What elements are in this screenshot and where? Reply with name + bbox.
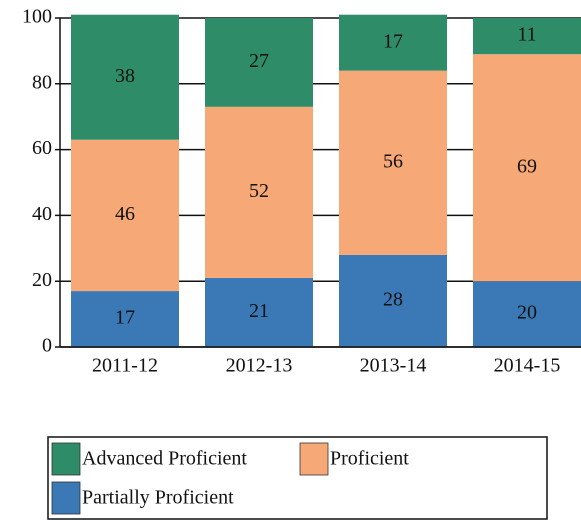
- bar-segment: [205, 18, 313, 107]
- legend-label: Proficient: [330, 448, 409, 470]
- data-label: 38: [115, 65, 135, 87]
- legend-swatch: [299, 442, 329, 476]
- legend-swatch: [51, 481, 81, 515]
- legend-box: [47, 436, 548, 520]
- y-tick-label: 40: [32, 203, 52, 225]
- legend-label: Partially Proficient: [82, 487, 234, 509]
- x-tick-label: 2011-12: [92, 355, 158, 377]
- y-tick-label: 60: [32, 137, 52, 159]
- bar-segment: [473, 18, 581, 55]
- bar-segment: [473, 281, 581, 347]
- bar-segment: [339, 254, 447, 347]
- data-label: 21: [249, 300, 269, 322]
- data-label: 11: [517, 24, 536, 46]
- y-tick-label: 20: [32, 269, 52, 291]
- data-label: 56: [383, 150, 403, 172]
- x-tick-label: 2012-13: [226, 355, 293, 377]
- bar-segment: [473, 54, 581, 282]
- bar-segment: [339, 14, 447, 71]
- bar-segment: [71, 14, 179, 140]
- x-tick-label: 2014-15: [494, 355, 561, 377]
- data-label: 20: [517, 302, 537, 324]
- y-tick-label: 100: [22, 6, 52, 28]
- bar-segment: [71, 139, 179, 292]
- bar-segment: [205, 106, 313, 278]
- bar-segment: [339, 70, 447, 255]
- data-label: 69: [517, 155, 537, 177]
- x-tick-label: 2013-14: [360, 355, 427, 377]
- y-tick-label: 0: [42, 335, 52, 357]
- y-tick-label: 80: [32, 71, 52, 93]
- data-label: 17: [383, 30, 403, 52]
- data-label: 28: [383, 289, 403, 311]
- legend-label: Advanced Proficient: [82, 448, 247, 470]
- data-label: 27: [249, 50, 269, 72]
- data-label: 52: [249, 180, 269, 202]
- data-label: 46: [115, 203, 135, 225]
- data-label: 17: [115, 307, 135, 329]
- bar-segment: [205, 277, 313, 347]
- bar-segment: [71, 291, 179, 347]
- legend-swatch: [51, 442, 81, 476]
